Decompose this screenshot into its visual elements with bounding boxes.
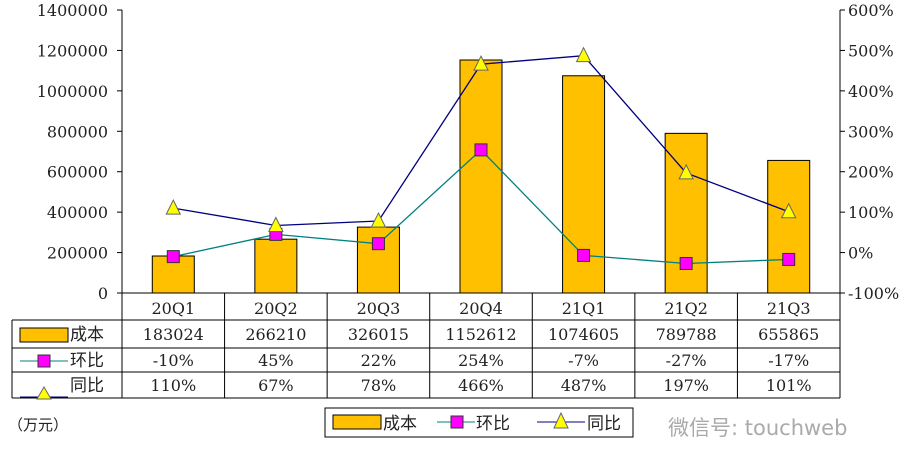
- right-tick-label: 0%: [848, 244, 873, 263]
- category-label: 20Q2: [254, 299, 298, 318]
- table-cell-yoy: 110%: [150, 376, 196, 395]
- table-cell-qoq: -7%: [568, 351, 599, 370]
- table-cell-bar: 183024: [143, 325, 204, 344]
- yoy-marker: [370, 211, 387, 228]
- table-cell-qoq: -27%: [666, 351, 707, 370]
- qoq-marker: [577, 248, 591, 262]
- table-cell-qoq: 254%: [458, 351, 504, 370]
- left-tick-label: 0: [98, 284, 108, 303]
- table-cell-yoy: 67%: [258, 376, 294, 395]
- table-cell-bar: 1152612: [445, 325, 516, 344]
- category-label: 20Q1: [151, 299, 195, 318]
- right-tick-label: -100%: [848, 284, 899, 303]
- right-tick-label: 400%: [848, 82, 894, 101]
- table-cell-yoy: 78%: [361, 376, 397, 395]
- table-row-label-qoq: 环比: [70, 351, 104, 371]
- table-cell-qoq: -10%: [153, 351, 194, 370]
- table-row-label-bar: 成本: [70, 325, 104, 345]
- left-tick-label: 200000: [47, 244, 108, 263]
- table-cell-bar: 789788: [656, 325, 717, 344]
- category-label: 21Q1: [562, 299, 606, 318]
- legend-bar-key: [332, 414, 382, 430]
- yoy-marker: [678, 163, 694, 180]
- category-label: 20Q4: [459, 299, 503, 318]
- yoy-marker: [575, 46, 592, 63]
- table-cell-bar: 655865: [758, 325, 819, 344]
- table-cell-yoy: 487%: [561, 376, 607, 395]
- left-tick-label: 400000: [47, 203, 108, 222]
- bar-20Q4: [459, 59, 503, 294]
- bar-21Q3: [767, 159, 811, 294]
- left-tick-label: 1400000: [37, 1, 108, 20]
- table-cell-bar: 326015: [348, 325, 409, 344]
- table-cell-yoy: 197%: [663, 376, 709, 395]
- bar-20Q2: [254, 238, 298, 294]
- right-tick-label: 600%: [848, 1, 894, 20]
- qoq-marker: [474, 143, 488, 157]
- table-cell-qoq: 45%: [258, 351, 294, 370]
- legend-label-cost: 成本: [383, 414, 417, 434]
- legend-yoy-marker: [553, 411, 569, 429]
- bar-key: [19, 327, 69, 343]
- legend-label-qoq: 环比: [476, 414, 510, 434]
- category-label: 21Q3: [767, 299, 811, 318]
- table-cell-qoq: -17%: [768, 351, 809, 370]
- qoq-marker: [166, 250, 180, 264]
- table-cell-bar: 1074605: [548, 325, 619, 344]
- table-row-label-yoy: 同比: [70, 376, 104, 396]
- qoq-marker: [782, 252, 796, 266]
- category-label: 20Q3: [357, 299, 401, 318]
- category-label: 21Q2: [664, 299, 708, 318]
- right-tick-label: 300%: [848, 122, 894, 141]
- left-tick-label: 600000: [47, 163, 108, 182]
- table-cell-bar: 266210: [245, 325, 306, 344]
- left-tick-label: 1000000: [37, 82, 108, 101]
- bar-20Q3: [356, 226, 400, 294]
- right-tick-label: 100%: [848, 203, 894, 222]
- table-cell-yoy: 101%: [766, 376, 812, 395]
- legend-qoq-marker: [450, 415, 464, 429]
- yoy-marker: [780, 202, 797, 219]
- left-tick-label: 800000: [47, 122, 108, 141]
- yoy-marker: [473, 55, 489, 71]
- unit-label: （万元）: [8, 416, 69, 434]
- right-tick-label: 500%: [848, 41, 894, 60]
- legend-label-yoy: 同比: [587, 414, 621, 434]
- table-cell-yoy: 466%: [458, 376, 504, 395]
- yoy-marker: [268, 216, 284, 232]
- left-tick-label: 1200000: [37, 41, 108, 60]
- yoy-key-marker: [36, 386, 52, 400]
- qoq-marker: [371, 237, 385, 251]
- yoy-marker: [165, 198, 182, 215]
- watermark: 微信号: touchweb: [668, 416, 848, 440]
- table-cell-qoq: 22%: [361, 351, 397, 370]
- right-tick-label: 200%: [848, 163, 894, 182]
- qoq-marker: [679, 256, 693, 270]
- qoq-key-marker: [37, 354, 51, 368]
